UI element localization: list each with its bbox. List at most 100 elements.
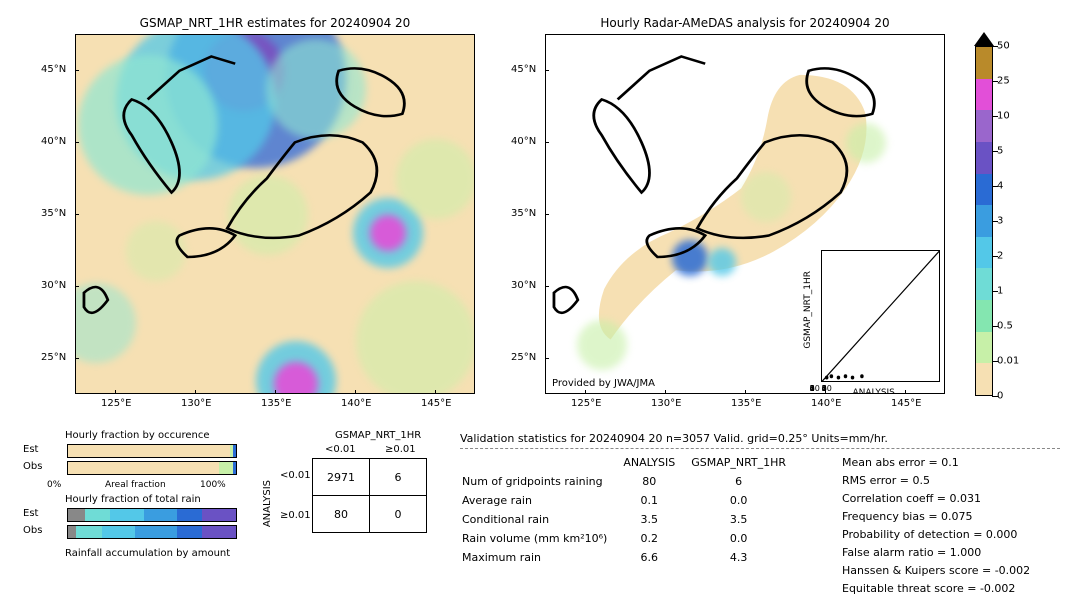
hf-axis-0: 0% [47,480,61,490]
hf-row-label: Obs [23,461,42,472]
hf-row-label: Est [23,508,38,519]
colorbar-segment [976,174,992,206]
scatter-ytick: 10 [810,384,820,393]
validation-metric: RMS error = 0.5 [842,472,1030,488]
scatter-xlabel: ANALYSIS [852,388,894,394]
hf-bar [67,444,237,458]
ct-col-0: <0.01 [325,444,356,455]
validation-metric: Frequency bias = 0.075 [842,508,1030,524]
colorbar-segment [976,300,992,332]
validation-cell: Average rain [462,492,621,509]
validation-metric: False alarm ratio = 1.000 [842,544,1030,560]
hf-axis-mid: Areal fraction [105,480,166,490]
ct-col-1: ≥0.01 [385,444,416,455]
contingency-block: GSMAP_NRT_1HR <0.01 ≥0.01 ANALYSIS <0.01… [280,430,450,570]
hourly-fraction-block: Hourly fraction by occurence 0% Areal fr… [45,430,255,600]
ct-row-1: ≥0.01 [280,510,311,521]
validation-metric: Probability of detection = 0.000 [842,526,1030,542]
ytick-label: 40°N [41,136,66,147]
validation-divider [460,448,1060,449]
scatter-xtick: 10 [822,384,832,393]
validation-table: ANALYSISGSMAP_NRT_1HR Num of gridpoints … [460,452,802,568]
ytick-label: 25°N [41,352,66,363]
xtick-label: 140°E [341,398,371,409]
hf-title-2: Hourly fraction of total rain [65,494,201,505]
validation-col-header: ANALYSIS [623,454,689,471]
hf-title-1: Hourly fraction by occurence [65,430,209,441]
ct-cell-11: 0 [370,496,427,533]
colorbar-tick-label: 50 [997,41,1010,52]
validation-cell: Rain volume (mm km²10⁶) [462,530,621,547]
ytick-label: 35°N [511,208,536,219]
xtick-label: 130°E [651,398,681,409]
hf-bar [67,525,237,539]
ytick-label: 30°N [511,280,536,291]
colorbar-segment [976,237,992,269]
validation-block: Validation statistics for 20240904 20 n=… [460,432,1070,445]
colorbar-segment [976,79,992,111]
ytick-label: 30°N [41,280,66,291]
colorbar-segment [976,363,992,395]
validation-cell: Conditional rain [462,511,621,528]
colorbar-segment [976,47,992,79]
map-gsmap: GSMAP_NRT_1HR estimates for 20240904 20 … [75,34,475,394]
ct-cell-00: 2971 [313,459,370,496]
validation-col-header [462,454,621,471]
validation-cell: Maximum rain [462,549,621,566]
colorbar-segment [976,268,992,300]
colorbar: 00.010.512345102550 [975,46,1035,396]
validation-metrics: Mean abs error = 0.1 RMS error = 0.5 Corre… [840,452,1032,598]
ct-side-label: ANALYSIS [262,480,273,527]
xtick-label: 145°E [891,398,921,409]
validation-cell: 6 [691,473,800,490]
map1-frame [75,34,475,394]
hf-row-label: Est [23,444,38,455]
validation-metric: Mean abs error = 0.1 [842,454,1030,470]
validation-cell: 0.2 [623,530,689,547]
xtick-label: 145°E [421,398,451,409]
map2-frame: Provided by JWA/JMA 0246810 0246810 ANAL… [545,34,945,394]
ct-title: GSMAP_NRT_1HR [335,430,421,441]
hf-bar [67,461,237,475]
xtick-label: 135°E [731,398,761,409]
scatter-inset: 0246810 0246810 [821,250,940,382]
hf-row-label: Obs [23,525,42,536]
validation-metric: Hanssen & Kuipers score = -0.002 [842,562,1030,578]
colorbar-segment [976,142,992,174]
provided-by: Provided by JWA/JMA [552,378,655,389]
colorbar-segment [976,332,992,364]
map2-title: Hourly Radar-AMeDAS analysis for 2024090… [545,16,945,30]
ytick-label: 35°N [41,208,66,219]
contingency-table: 29716 800 [312,458,427,533]
ytick-label: 25°N [511,352,536,363]
scatter-ylabel: GSMAP_NRT_1HR [803,271,813,349]
validation-cell: Num of gridpoints raining [462,473,621,490]
validation-cell: 4.3 [691,549,800,566]
validation-title: Validation statistics for 20240904 20 n=… [460,432,1070,445]
xtick-label: 135°E [261,398,291,409]
validation-cell: 0.0 [691,530,800,547]
colorbar-tick-label: 0.01 [997,356,1019,367]
xtick-label: 125°E [101,398,131,409]
hf-legend: Rainfall accumulation by amount [65,548,230,559]
validation-col-header: GSMAP_NRT_1HR [691,454,800,471]
colorbar-segment [976,205,992,237]
colorbar-tick-label: 10 [997,111,1010,122]
ytick-label: 40°N [511,136,536,147]
ct-row-0: <0.01 [280,470,311,481]
ct-cell-01: 6 [370,459,427,496]
validation-cell: 0.0 [691,492,800,509]
hf-axis-100: 100% [200,480,226,490]
xtick-label: 130°E [181,398,211,409]
validation-cell: 3.5 [623,511,689,528]
ct-cell-10: 80 [313,496,370,533]
validation-metric: Correlation coeff = 0.031 [842,490,1030,506]
colorbar-segment [976,110,992,142]
hf-bar [67,508,237,522]
validation-metric: Equitable threat score = -0.002 [842,580,1030,596]
xtick-label: 140°E [811,398,841,409]
map1-title: GSMAP_NRT_1HR estimates for 20240904 20 [75,16,475,30]
ytick-label: 45°N [41,64,66,75]
colorbar-arrow-top [974,32,994,46]
colorbar-tick-label: 25 [997,76,1010,87]
